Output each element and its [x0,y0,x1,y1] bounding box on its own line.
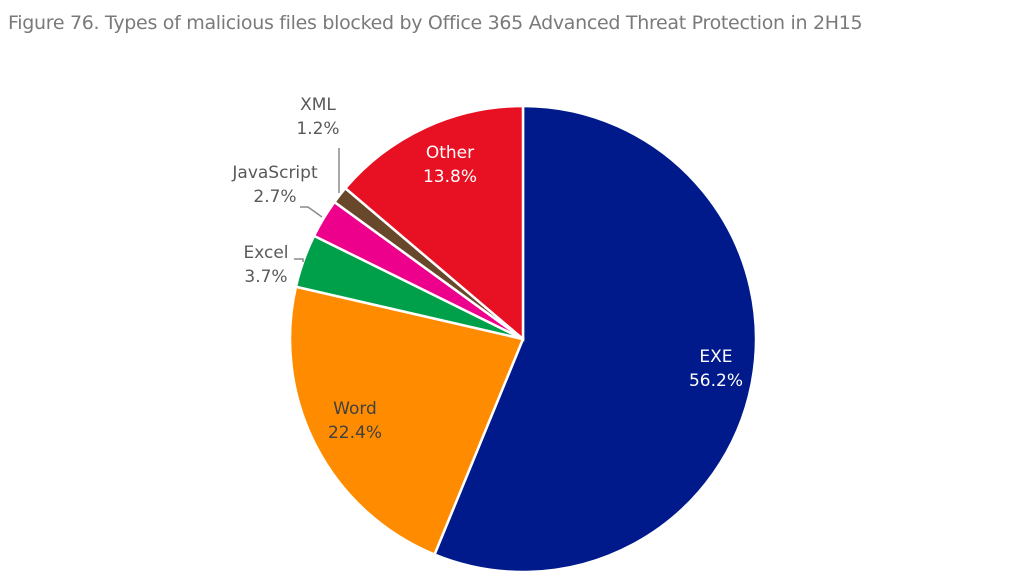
slice-other [343,104,525,342]
chart-title: Figure 76. Types of malicious files bloc… [8,12,863,34]
slice-value-other: 13.8% [423,167,477,187]
slice-value-excel: 3.7% [244,267,287,287]
slice-value-javascript: 2.7% [253,187,296,207]
slice-exe [432,104,758,574]
leader-line-excel [294,258,304,262]
slice-value-xml: 1.2% [296,119,339,139]
slice-label-excel: Excel [243,243,288,263]
slice-value-word: 22.4% [328,423,382,443]
slice-label-exe: EXE [699,347,732,367]
slice-label-word: Word [333,399,377,419]
leader-line-javascript [300,206,323,218]
slice-label-other: Other [426,143,474,163]
slice-word [288,285,525,557]
slice-label-javascript: JavaScript [231,163,318,183]
slice-label-xml: XML [300,95,336,115]
slice-value-exe: 56.2% [689,371,743,391]
